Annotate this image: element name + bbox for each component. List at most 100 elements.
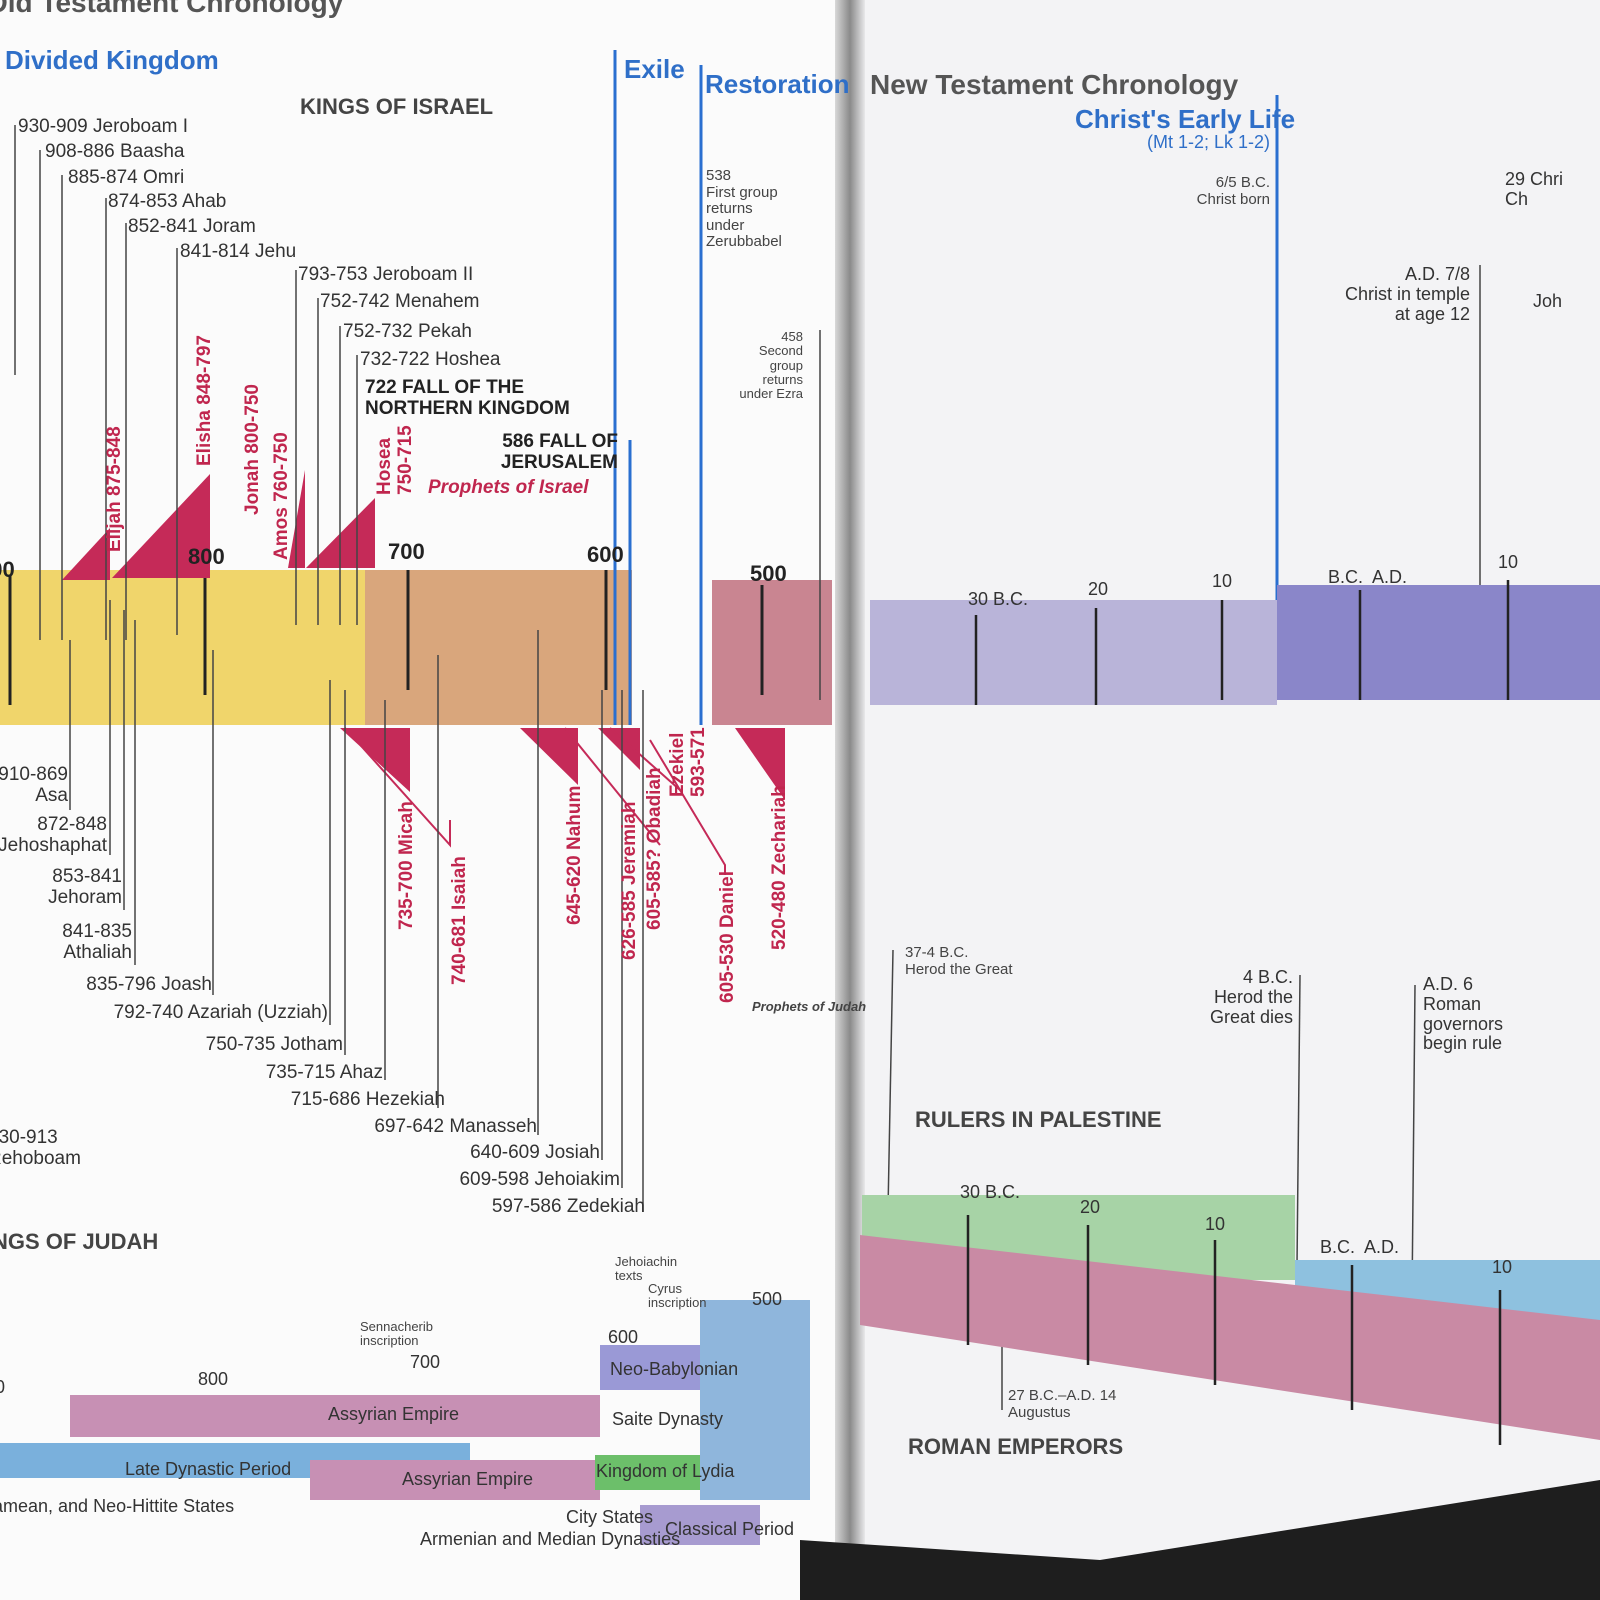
label: 735-715 Ahaz <box>265 1062 383 1083</box>
label: 30 B.C. <box>968 589 1029 609</box>
label: 597-586 Zedekiah <box>491 1196 645 1217</box>
label: Jehoiachin texts <box>615 1254 678 1284</box>
ticks <box>966 1215 1502 1445</box>
label: (Mt 1-2; Lk 1-2) <box>1146 132 1270 152</box>
label: 752-742 Menahem <box>320 291 480 312</box>
prophet-lines <box>344 727 726 875</box>
band <box>640 1505 760 1545</box>
band <box>310 1460 600 1500</box>
label: 605-530 Daniel <box>717 870 738 1003</box>
connector-lines <box>14 125 1481 1410</box>
desk-shadow <box>800 1480 1600 1600</box>
label: Late Dynastic Period <box>125 1459 292 1479</box>
label: 800 <box>188 544 225 569</box>
label: 10 <box>1498 552 1519 572</box>
label: Aramean, and Neo-Hittite States <box>0 1496 235 1516</box>
label: 908-886 Baasha <box>45 141 185 162</box>
ticks <box>8 570 764 705</box>
label: Saite Dynasty <box>612 1409 724 1429</box>
label: 10 <box>1205 1214 1226 1234</box>
band <box>870 600 1277 705</box>
label: 793-753 Jeroboam II <box>298 264 474 285</box>
label: 6/5 B.C. Christ born <box>1196 174 1270 208</box>
label: 872-848 Jehoshaphat <box>0 814 107 856</box>
label: 835-796 Joash <box>86 974 212 995</box>
label: B.C. A.D. <box>1320 1237 1400 1257</box>
label: 740-681 Isaiah <box>449 856 470 985</box>
label: 900 <box>0 557 15 582</box>
label: 722 FALL OF THE NORTHERN KINGDOM <box>365 377 570 419</box>
label: 852-841 Joram <box>128 216 256 237</box>
label: Exile <box>624 54 685 84</box>
label: 735-700 Micah <box>396 801 417 930</box>
label: Joh <box>1533 291 1563 311</box>
label: Elijah 875-848 <box>104 426 125 552</box>
label: Christ's Early Life <box>1075 104 1296 134</box>
label: 10 <box>1492 1257 1513 1277</box>
band <box>860 1235 1600 1440</box>
label: Kingdom of Lydia <box>596 1461 735 1481</box>
label: Prophets of Judah <box>752 999 867 1014</box>
label: 697-642 Manasseh <box>374 1116 537 1137</box>
label: 841-814 Jehu <box>180 241 297 262</box>
label: 640-609 Josiah <box>470 1142 600 1163</box>
label: 750-735 Jotham <box>205 1034 343 1055</box>
band <box>700 1300 810 1500</box>
band <box>70 1395 600 1437</box>
label: 885-874 Omri <box>68 167 185 188</box>
label: 500 <box>750 561 787 586</box>
label: A.D. 7/8 Christ in temple at age 12 <box>1344 264 1470 324</box>
label: 700 <box>388 539 425 564</box>
label: 910-869 Asa <box>0 764 68 806</box>
label: 792-740 Azariah (Uzziah) <box>113 1002 328 1023</box>
band <box>0 570 365 725</box>
label: 900 <box>0 1377 6 1397</box>
label: 930-913 Rehoboam <box>0 1127 81 1169</box>
label: 732-722 Hoshea <box>360 349 501 370</box>
label: New Testament Chronology <box>870 69 1239 100</box>
label: 841-835 Athaliah <box>62 921 132 963</box>
band <box>1277 585 1600 700</box>
band <box>595 1455 700 1490</box>
label: Armenian and Median Dynasties <box>420 1529 681 1549</box>
label: 29 Chri Ch <box>1505 169 1564 209</box>
label: ROMAN EMPERORS <box>908 1434 1124 1459</box>
label: 752-732 Pekah <box>343 321 472 342</box>
label: 853-841 Jehoram <box>48 866 122 908</box>
gutter <box>835 0 865 1600</box>
label: 715-686 Hezekiah <box>290 1089 445 1110</box>
label: 609-598 Jehoiakim <box>459 1169 620 1190</box>
label: 27 B.C.–A.D. 14 Augustus <box>1008 1387 1117 1421</box>
label: Old Testament Chronology <box>0 0 344 18</box>
label: Classical Period <box>665 1519 795 1539</box>
label: 500 <box>752 1289 783 1309</box>
label: 37-4 B.C. Herod the Great <box>905 944 1013 978</box>
label: 30 B.C. <box>960 1182 1021 1202</box>
label: 4 B.C. Herod the Great dies <box>1209 967 1293 1027</box>
label: Sennacherib inscription <box>360 1319 433 1349</box>
label: 874-853 Ahab <box>108 191 227 212</box>
label: 10 <box>1212 571 1233 591</box>
label: 600 <box>608 1327 639 1347</box>
label: Assyrian Empire <box>328 1404 460 1424</box>
label: 600 <box>587 542 624 567</box>
ticks <box>974 580 1510 705</box>
label: 458 Second group returns under Ezra <box>739 329 803 402</box>
label: Divided Kingdom <box>5 45 219 75</box>
label: 700 <box>410 1352 441 1372</box>
label: City States <box>566 1507 654 1527</box>
left-page <box>0 0 835 1600</box>
label: RULERS IN PALESTINE <box>915 1107 1162 1132</box>
label: 626-585 Jeremiah <box>619 801 640 960</box>
label: Jonah 800-750 <box>242 384 263 515</box>
label: 520-480 Zechariah <box>769 785 790 950</box>
label: Neo-Babylonian <box>610 1359 739 1379</box>
label: Prophets of Israel <box>428 477 589 498</box>
label: 645-620 Nahum <box>564 785 585 925</box>
label: Restoration <box>705 69 850 99</box>
label: 800 <box>198 1369 229 1389</box>
label: 586 FALL OF JERUSALEM <box>500 431 618 473</box>
band <box>712 580 832 725</box>
